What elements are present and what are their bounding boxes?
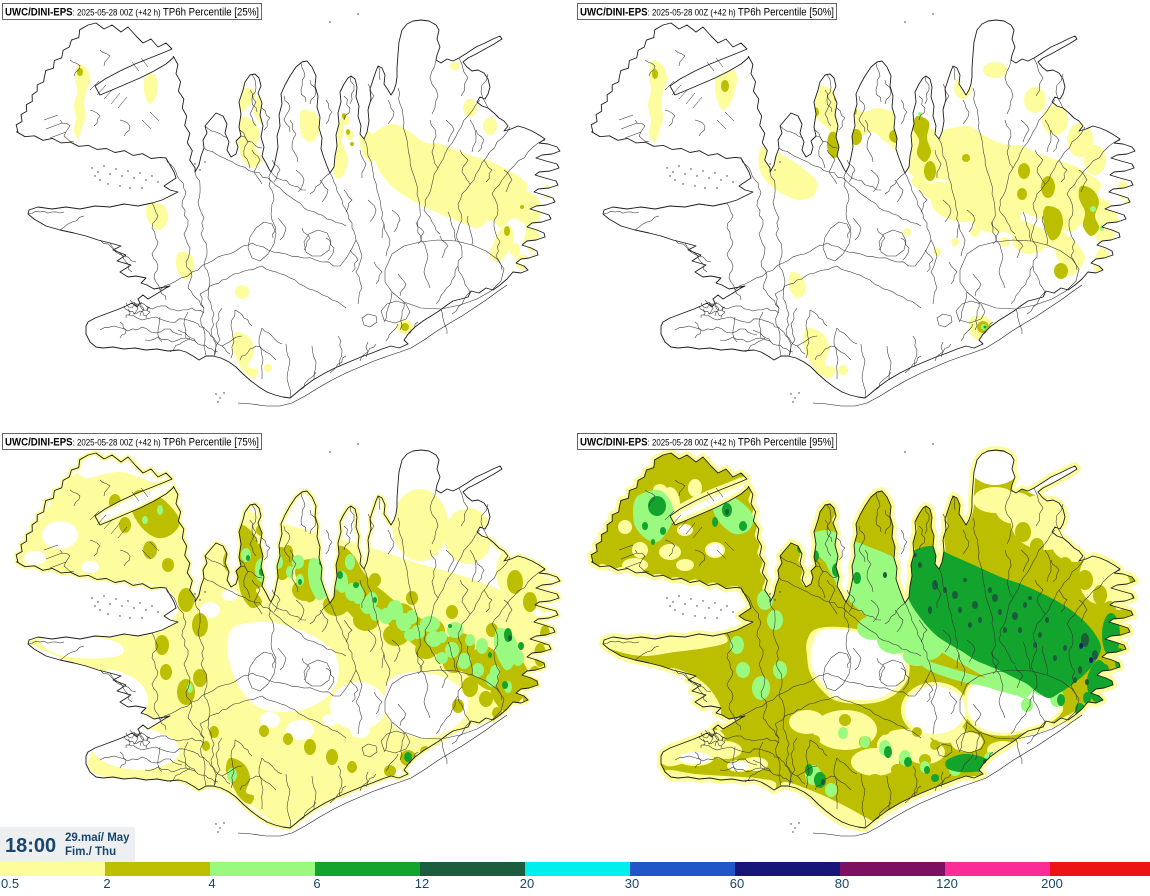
svg-text:UWC/DINI-EPS: 2025-05-28 00Z (: UWC/DINI-EPS: 2025-05-28 00Z (+42 h) TP6… — [5, 437, 259, 449]
svg-text:29.maí/ May: 29.maí/ May — [65, 832, 130, 844]
svg-text:30: 30 — [625, 876, 639, 891]
svg-text:UWC/DINI-EPS: 2025-05-28 00Z (: UWC/DINI-EPS: 2025-05-28 00Z (+42 h) TP6… — [5, 7, 259, 19]
svg-text:0.5: 0.5 — [1, 876, 19, 891]
svg-text:Fim./ Thu: Fim./ Thu — [65, 846, 116, 858]
svg-text:20: 20 — [520, 876, 534, 891]
svg-text:12: 12 — [415, 876, 429, 891]
svg-text:6: 6 — [313, 876, 320, 891]
svg-text:18:00: 18:00 — [5, 835, 56, 857]
svg-text:4: 4 — [208, 876, 215, 891]
svg-text:120: 120 — [936, 876, 958, 891]
svg-text:200: 200 — [1041, 876, 1063, 891]
svg-text:UWC/DINI-EPS: 2025-05-28 00Z (: UWC/DINI-EPS: 2025-05-28 00Z (+42 h) TP6… — [580, 7, 834, 19]
svg-text:2: 2 — [103, 876, 110, 891]
svg-text:60: 60 — [730, 876, 744, 891]
svg-text:UWC/DINI-EPS: 2025-05-28 00Z (: UWC/DINI-EPS: 2025-05-28 00Z (+42 h) TP6… — [580, 437, 834, 449]
svg-text:80: 80 — [835, 876, 849, 891]
